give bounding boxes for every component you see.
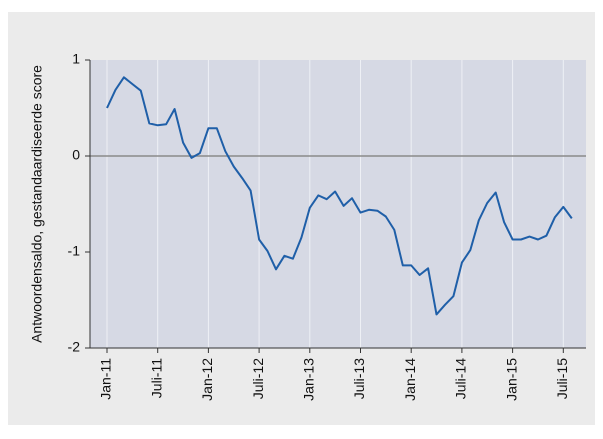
x-tick-label: Jan-14 bbox=[402, 358, 418, 401]
x-tick-label: Jan-11 bbox=[98, 358, 114, 400]
x-tick-label: Juli-14 bbox=[453, 358, 469, 399]
y-axis-label: Antwoordensaldo, gestandaardiseerde scor… bbox=[29, 65, 45, 343]
x-tick-label: Juli-15 bbox=[554, 358, 570, 399]
x-tick-label: Jan-15 bbox=[503, 358, 519, 401]
y-tick-label: -1 bbox=[68, 243, 81, 259]
x-tick-label: Juli-11 bbox=[148, 358, 164, 398]
y-tick-label: 1 bbox=[72, 51, 80, 67]
x-tick-label: Jan-13 bbox=[301, 358, 317, 401]
y-tick-label: 0 bbox=[72, 147, 80, 163]
x-tick-label: Jan-12 bbox=[199, 358, 215, 401]
x-tick-label: Juli-12 bbox=[250, 358, 266, 399]
y-tick-label: -2 bbox=[68, 339, 81, 355]
plot-area bbox=[90, 60, 586, 348]
x-tick-label: Juli-13 bbox=[351, 358, 367, 399]
data-line bbox=[106, 76, 573, 316]
